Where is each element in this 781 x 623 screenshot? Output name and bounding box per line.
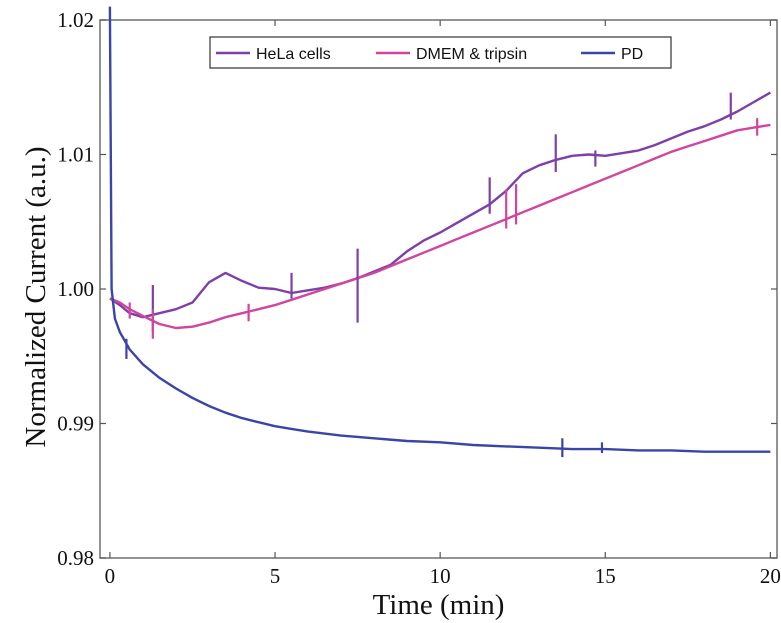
y-axis-title: Normalized Current (a.u.) xyxy=(20,146,52,447)
series-line-1 xyxy=(109,123,771,330)
y-tick-label: 0.98 xyxy=(57,546,94,570)
x-tick-label: 5 xyxy=(270,564,281,588)
y-tick-label: 1.01 xyxy=(57,143,94,167)
x-axis-title: Time (min) xyxy=(373,589,505,621)
y-tick-label: 1.00 xyxy=(57,277,94,301)
axis-ticks xyxy=(100,19,777,559)
plot-area xyxy=(99,19,778,559)
x-tick-label: 10 xyxy=(430,564,451,588)
legend-label: PD xyxy=(621,46,643,63)
x-tick-label: 15 xyxy=(595,564,616,588)
legend: HeLa cells DMEM & tripsin PD xyxy=(209,36,672,69)
legend-label: DMEM & tripsin xyxy=(416,46,527,63)
legend-label: HeLa cells xyxy=(256,46,331,63)
series-line-0 xyxy=(109,91,771,319)
y-tick-label: 0.99 xyxy=(57,412,94,436)
axis-tick-labels: 0 5 10 15 20 0.98 0.99 1.00 1.01 1.02 xyxy=(57,8,781,588)
series-layer xyxy=(108,6,771,458)
legend-box xyxy=(209,36,672,69)
series-line-2 xyxy=(108,6,771,453)
x-tick-label: 20 xyxy=(760,564,781,588)
x-tick-label: 0 xyxy=(105,564,116,588)
y-tick-label: 1.02 xyxy=(57,8,94,32)
